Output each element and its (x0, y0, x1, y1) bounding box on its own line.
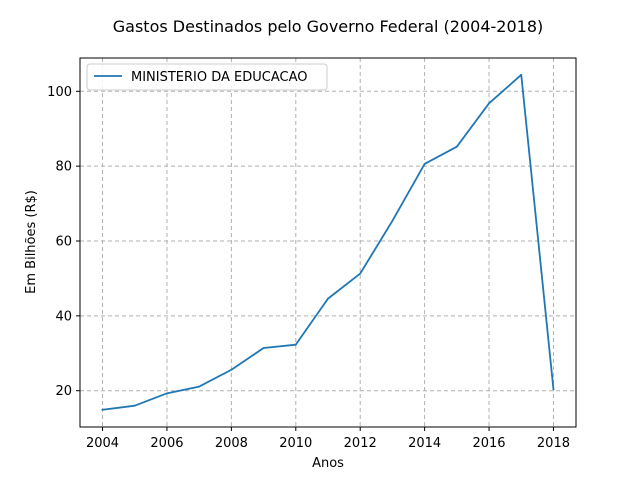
plot-frame (79, 57, 577, 428)
x-axis: 2004 2006 2008 2010 2012 2014 2016 2018 (86, 427, 570, 451)
x-tick-label: 2014 (408, 436, 441, 451)
data-point (488, 102, 490, 105)
legend: MINISTERIO DA EDUCACAO (86, 63, 328, 91)
y-tick-label: 60 (55, 235, 72, 250)
y-tick-label: 40 (55, 309, 72, 324)
data-point (166, 392, 168, 395)
x-tick-label: 2008 (215, 436, 248, 451)
y-tick-label: 20 (55, 384, 72, 399)
y-tick-label: 80 (55, 160, 72, 175)
data-point (294, 343, 297, 346)
y-axis: 20 40 60 80 100 (47, 85, 80, 399)
x-tick-label: 2004 (86, 436, 119, 451)
legend-label: MINISTERIO DA EDUCACAO (131, 70, 308, 85)
x-tick-label: 2012 (344, 436, 377, 451)
series-line (101, 73, 555, 411)
y-axis-label: Em Bilhões (R$) (24, 190, 39, 294)
data-point (198, 385, 201, 388)
series-layer (101, 73, 555, 411)
data-point (552, 388, 555, 391)
data-point (520, 73, 523, 76)
x-tick-label: 2010 (279, 436, 312, 451)
data-point (455, 145, 458, 148)
data-point (262, 347, 265, 349)
data-point (230, 368, 233, 371)
x-tick-label: 2006 (150, 436, 183, 451)
grid (80, 58, 576, 427)
data-point (423, 163, 426, 165)
x-tick-label: 2018 (537, 436, 570, 451)
data-point (359, 272, 362, 275)
y-tick-label: 100 (47, 85, 72, 100)
data-point (391, 219, 394, 222)
x-tick-label: 2016 (472, 436, 505, 451)
chart-title: Gastos Destinados pelo Governo Federal (… (113, 17, 543, 36)
x-axis-label: Anos (312, 456, 344, 471)
legend-box (86, 63, 328, 91)
data-point (327, 297, 329, 300)
data-point (133, 404, 136, 407)
data-point (101, 408, 104, 411)
